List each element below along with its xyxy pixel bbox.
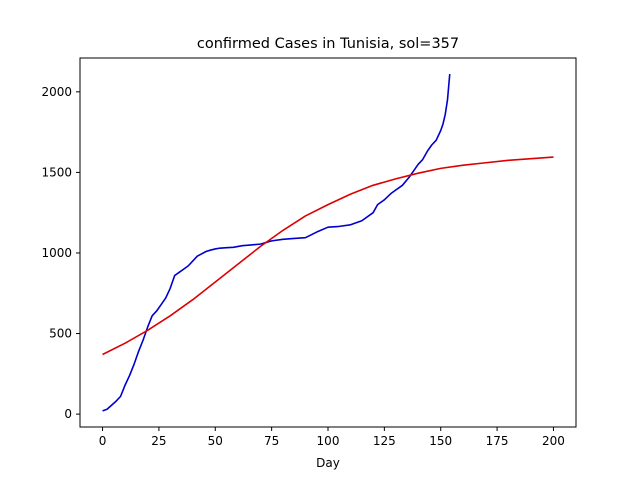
- y-tick-label: 1500: [41, 165, 72, 179]
- y-tick-label: 0: [64, 407, 72, 421]
- x-axis: 0 25 50 75 100 125 150 175 200: [99, 427, 565, 448]
- x-tick-label: 50: [208, 434, 223, 448]
- y-tick-label: 2000: [41, 85, 72, 99]
- y-axis: 0 500 1000 1500 2000: [41, 85, 80, 421]
- x-tick-label: 150: [429, 434, 452, 448]
- chart-title: confirmed Cases in Tunisia, sol=357: [197, 36, 459, 52]
- x-axis-label: Day: [316, 456, 340, 470]
- y-tick-label: 500: [49, 327, 72, 341]
- series-line-2: [102, 156, 554, 356]
- x-tick-label: 0: [99, 434, 107, 448]
- x-tick-label: 75: [264, 434, 279, 448]
- x-tick-label: 100: [317, 434, 340, 448]
- x-tick-label: 175: [486, 434, 509, 448]
- y-tick-label: 1000: [41, 246, 72, 260]
- x-tick-label: 25: [151, 434, 166, 448]
- series-layer: [102, 74, 554, 412]
- x-tick-label: 200: [542, 434, 565, 448]
- x-tick-label: 125: [373, 434, 396, 448]
